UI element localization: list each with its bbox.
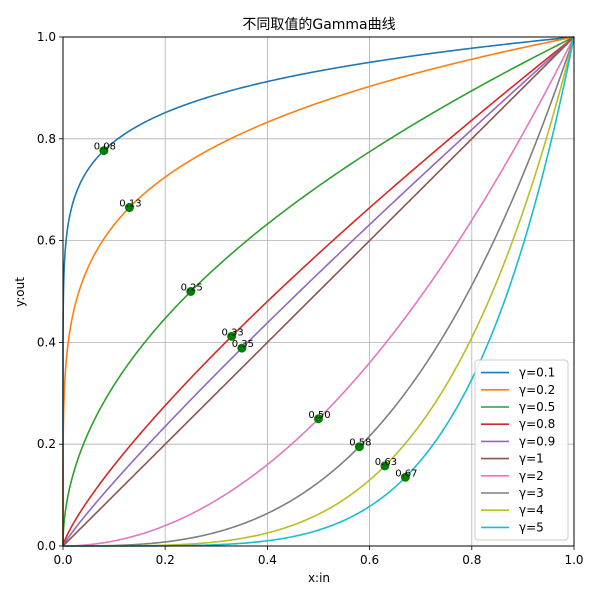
series-line-5 [62, 36, 575, 547]
series-line-3 [62, 36, 575, 547]
marker-point-7 [354, 442, 364, 452]
marker-point-8 [380, 461, 390, 471]
x-tick-label: 0.2 [156, 553, 175, 567]
legend-entry-9: γ=5 [519, 520, 544, 534]
legend-box [474, 359, 569, 541]
marker-label-8: 0.63 [375, 457, 397, 468]
marker-label-2: 0.25 [181, 283, 203, 294]
series-line-2 [62, 36, 575, 546]
marker-label-7: 0.58 [349, 438, 371, 449]
markers: 0.08 0.13 0.25 0.330.35 0.50 0.58 0.630.67 [94, 142, 418, 482]
y-tick-label: 0.8 [37, 132, 56, 146]
marker-label-9: 0.67 [395, 468, 417, 479]
legend: γ=0.1 γ=0.2 γ=0.5 γ=0.8 γ=0.9 γ=1 γ=2 γ=3 γ=4 γ=5 [474, 359, 569, 541]
x-tick-label: 0.4 [258, 553, 277, 567]
marker-label-4: 0.35 [232, 339, 254, 350]
legend-entry-7: γ=3 [519, 486, 544, 500]
marker-point-0 [99, 146, 109, 156]
marker-point-1 [124, 203, 134, 213]
series-line-0 [62, 36, 575, 546]
y-axis-label: y:out [13, 277, 27, 307]
y-tick-label: 1.0 [37, 30, 56, 44]
marker-point-2 [186, 287, 196, 296]
legend-entry-3: γ=0.8 [519, 417, 555, 431]
series-line-7 [63, 36, 575, 547]
legend-entry-4: γ=0.9 [519, 434, 555, 448]
y-tick-label: 0.4 [37, 335, 56, 349]
legend-entry-2: γ=0.5 [519, 400, 555, 414]
y-tick-label: 0.0 [37, 539, 56, 553]
legend-entry-8: γ=4 [519, 503, 544, 517]
marker-label-0: 0.08 [94, 142, 116, 153]
y-tick-label: 0.6 [37, 234, 56, 248]
x-tick-label: 1.0 [564, 553, 583, 567]
legend-entry-5: γ=1 [519, 452, 544, 466]
plot-frame [62, 36, 575, 547]
marker-point-4 [237, 343, 247, 353]
x-tick-label: 0.8 [462, 553, 481, 567]
x-tick-label: 0.0 [53, 553, 72, 567]
y-tick-label: 0.2 [37, 437, 56, 451]
marker-point-3 [227, 331, 237, 341]
ticks: 0.0 0.2 0.4 0.6 0.8 1.0 0.0 0.2 0.4 0.6 0.8 1.0 [37, 30, 584, 567]
marker-point-6 [314, 414, 323, 424]
legend-entry-6: γ=2 [519, 469, 544, 483]
legend-entry-0: γ=0.1 [519, 366, 555, 380]
marker-point-9 [400, 472, 410, 482]
series-line-4 [62, 36, 575, 547]
marker-label-1: 0.13 [119, 199, 141, 210]
marker-label-6: 0.50 [308, 410, 330, 421]
chart-title: 不同取值的Gamma曲线 [242, 17, 395, 33]
legend-entry-1: γ=0.2 [519, 383, 555, 397]
x-axis-label: x:in [308, 571, 330, 585]
marker-label-3: 0.33 [221, 327, 243, 338]
x-tick-label: 0.6 [360, 553, 379, 567]
